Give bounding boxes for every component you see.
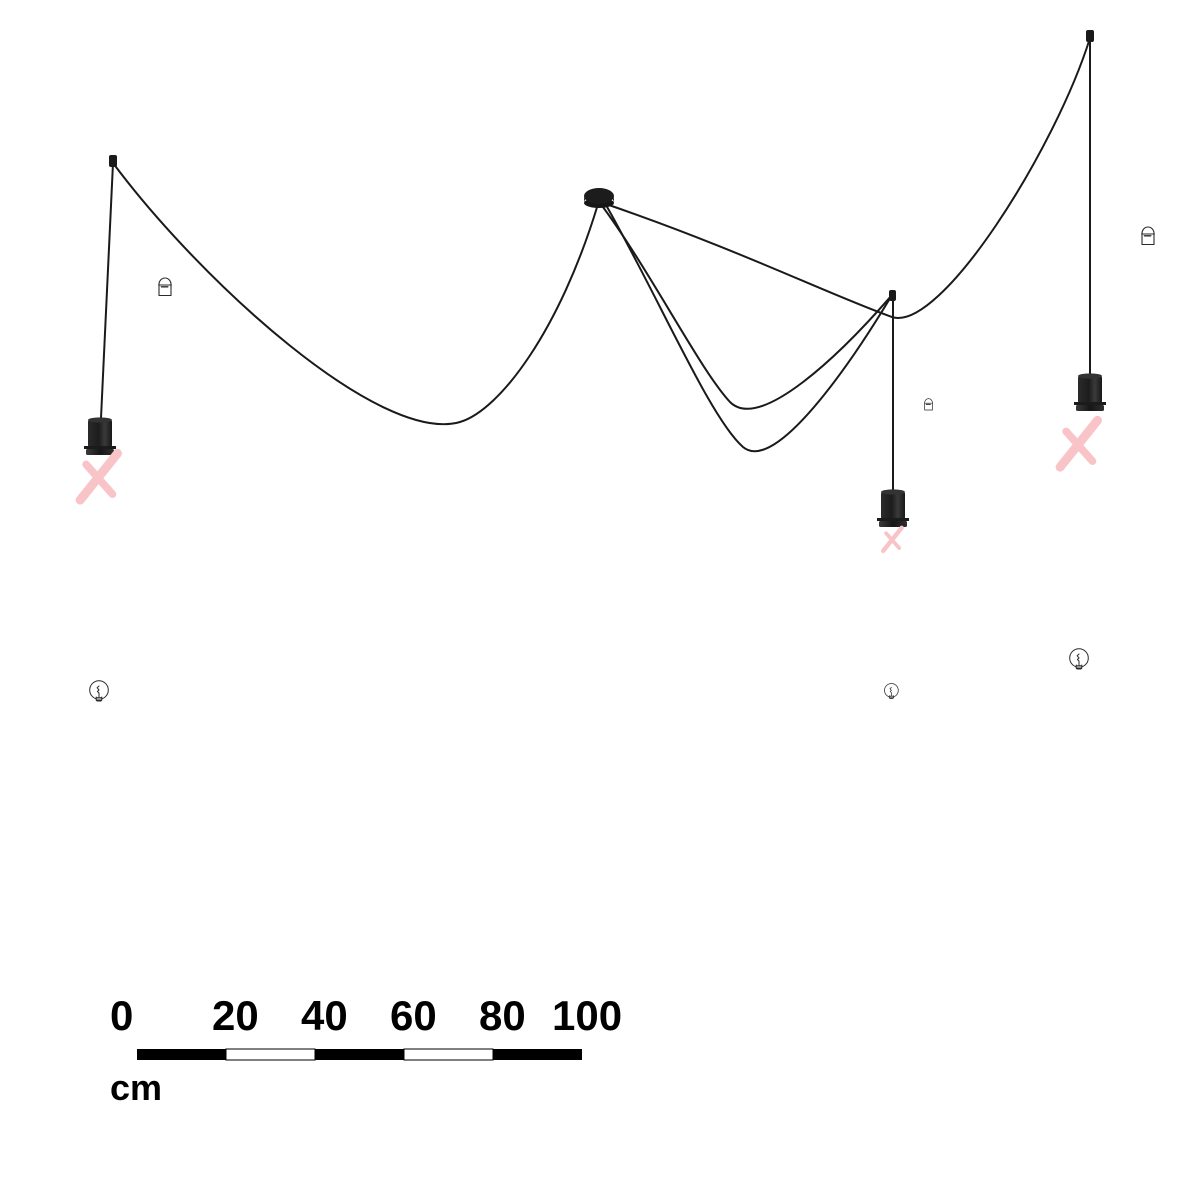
svg-text:40: 40: [301, 992, 348, 1039]
svg-text:20: 20: [212, 992, 259, 1039]
svg-text:0: 0: [110, 992, 133, 1039]
svg-text:cm: cm: [110, 1067, 162, 1108]
svg-text:80: 80: [479, 992, 526, 1039]
svg-text:100: 100: [552, 992, 622, 1039]
svg-text:60: 60: [390, 992, 437, 1039]
